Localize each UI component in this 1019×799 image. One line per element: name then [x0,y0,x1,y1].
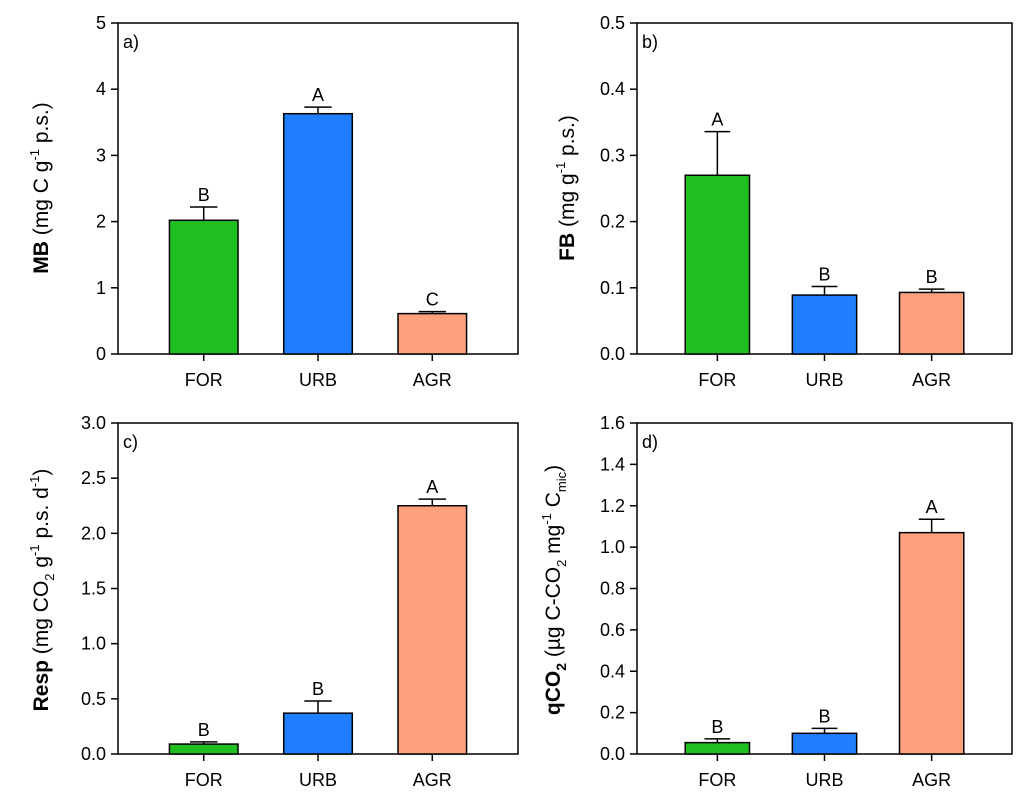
y-tick-label-d: 1.6 [600,413,625,433]
bar-d-agr [898,531,965,755]
y-tick-label-c: 2.5 [81,468,106,488]
x-tick-label-a-for: FOR [185,370,223,390]
y-tick-label-c: 1.0 [81,634,106,654]
x-tick-label-b-for: FOR [698,370,736,390]
x-tick-label-c-urb: URB [299,770,337,790]
significance-letter-d-for: B [711,717,723,737]
significance-letter-b-for: A [711,110,723,130]
x-tick-label-b-agr: AGR [912,370,951,390]
x-tick-label-a-agr: AGR [413,370,452,390]
significance-letter-b-agr: B [926,267,938,287]
bar-c-agr [397,505,468,755]
bar-c-urb [282,712,354,755]
y-tick-label-b: 0.2 [600,212,625,232]
x-tick-label-c-for: FOR [185,770,223,790]
significance-letter-c-agr: A [426,477,438,497]
x-tick-label-d-urb: URB [805,770,843,790]
y-tick-label-c: 1.5 [81,579,106,599]
ylabel-d-bold-q: qCO [542,671,565,715]
y-tick-label-d: 0.6 [600,620,625,640]
x-tick-label-d-for: FOR [698,770,736,790]
significance-letter-b-urb: B [818,264,830,284]
y-tick-label-a: 5 [96,13,106,33]
y-tick-label-d: 0.0 [600,744,625,764]
bar-b-urb [791,294,858,355]
bar-a-for [168,219,239,355]
bar-d-for [684,741,751,755]
panel-d: qCO2 (µg C-CO2 mg-1 Cmic) d) 0.0 0.2 0.4 0.… [539,413,1013,790]
y-tick-label-a: 3 [96,145,106,165]
panel-a: MB (mg C g-1 p.s.) a) 0 1 2 3 4 5 FOR B URB A AGR C [27,13,519,390]
y-tick-label-a: 2 [96,212,106,232]
y-tick-label-d: 0.2 [600,703,625,723]
y-tick-label-b: 0.4 [600,79,625,99]
x-tick-label-a-urb: URB [299,370,337,390]
y-axis-label-a: MB (mg C g-1 p.s.) [27,102,53,273]
significance-letter-d-agr: A [926,497,938,517]
significance-letter-c-urb: B [312,679,324,699]
bar-a-urb [282,112,354,355]
bar-c-for [168,743,239,755]
ylabel-a-text: (mg C g [30,161,53,242]
y-tick-label-b: 0.3 [600,145,625,165]
bar-a-agr [397,312,468,355]
ylabel-a-sup: -1 [27,149,42,161]
significance-letter-a-for: B [198,185,210,205]
y-tick-label-a: 1 [96,278,106,298]
y-tick-label-d: 0.8 [600,579,625,599]
panel-label-a: a) [123,32,139,52]
y-tick-label-a: 4 [96,79,106,99]
significance-letter-a-urb: A [312,85,324,105]
significance-letter-c-for: B [198,720,210,740]
y-tick-label-a: 0 [96,344,106,364]
y-tick-label-b: 0.5 [600,13,625,33]
panel-label-d: d) [642,432,658,452]
panel-label-c: c) [123,432,138,452]
y-axis-label-b: FB (mg g-1 p.s.) [553,115,579,261]
x-tick-label-c-agr: AGR [413,770,452,790]
y-tick-label-c: 0.0 [81,744,106,764]
significance-letter-d-urb: B [818,706,830,726]
bar-d-urb [791,732,858,755]
y-tick-label-d: 1.4 [600,454,625,474]
y-tick-label-d: 1.2 [600,496,625,516]
bar-b-agr [898,291,965,355]
y-tick-label-b: 0.1 [600,278,625,298]
panel-label-b: b) [642,32,658,52]
y-tick-label-c: 0.5 [81,689,106,709]
panel-b: FB (mg g-1 p.s.) b) 0.0 0.1 0.2 0.3 0.4 0.5 FO… [553,13,1013,390]
y-tick-label-d: 0.4 [600,661,625,681]
significance-letter-a-agr: C [426,290,439,310]
panel-c: Resp (mg CO2 g-1 p.s. d-1) c) 0.0 0.5 1.0 1… [27,413,519,790]
bar-b-for [684,174,751,355]
y-tick-label-c: 3.0 [81,413,106,433]
x-tick-label-b-urb: URB [805,370,843,390]
y-tick-label-d: 1.0 [600,537,625,557]
y-tick-label-c: 2.0 [81,523,106,543]
y-axis-label-c: Resp (mg CO2 g-1 p.s. d-1) [27,469,57,712]
y-tick-label-b: 0.0 [600,344,625,364]
y-axis-label-d: qCO2 (µg C-CO2 mg-1 Cmic) [539,465,569,715]
x-tick-label-d-agr: AGR [912,770,951,790]
